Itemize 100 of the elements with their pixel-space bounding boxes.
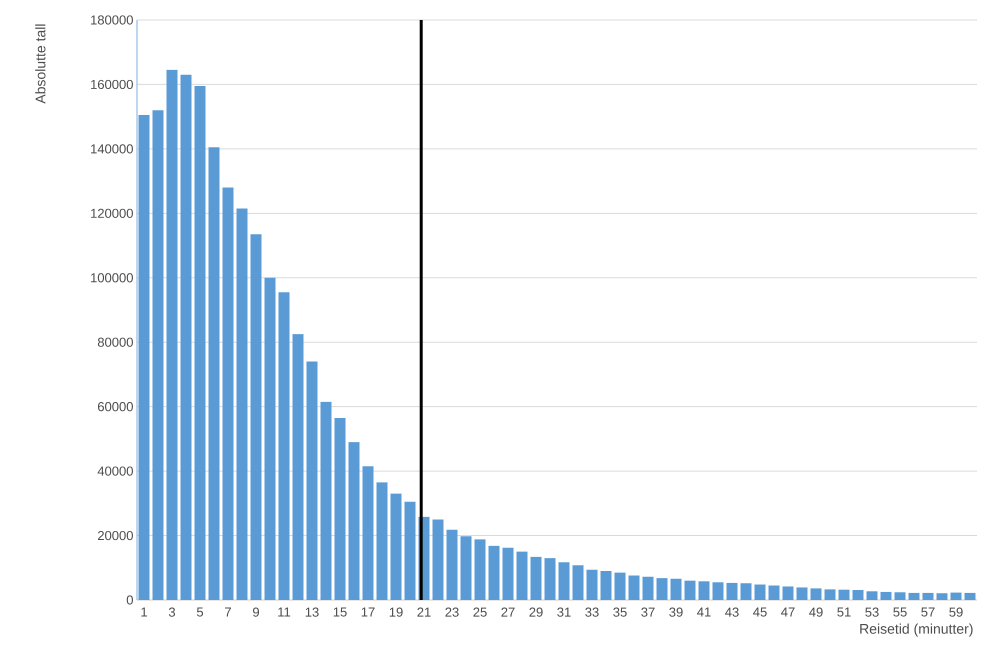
bar xyxy=(208,147,220,600)
x-tick-label: 13 xyxy=(306,608,319,617)
bar xyxy=(614,572,626,600)
bar xyxy=(222,188,234,600)
y-tick-label: 120000 xyxy=(91,208,133,218)
x-tick-label: 27 xyxy=(501,608,515,617)
bar xyxy=(670,578,682,600)
x-tick-label: 41 xyxy=(697,608,711,616)
x-tick-label: 7 xyxy=(225,608,231,616)
bar xyxy=(684,580,696,600)
bar xyxy=(586,570,598,600)
x-tick-label: 57 xyxy=(921,608,935,617)
x-tick-label: 43 xyxy=(725,608,739,617)
bar xyxy=(796,587,808,600)
y-tick-label: 20000 xyxy=(98,530,133,540)
y-tick-label: 0 xyxy=(126,595,133,605)
bar xyxy=(880,592,892,600)
bar xyxy=(656,578,668,600)
bar xyxy=(838,590,850,600)
bar xyxy=(446,530,458,600)
bar xyxy=(712,582,724,600)
bar xyxy=(278,292,290,600)
x-tick-label: 33 xyxy=(585,608,599,617)
bar xyxy=(936,593,948,600)
bar xyxy=(698,581,710,600)
bar xyxy=(894,592,906,600)
bar xyxy=(502,548,514,600)
x-tick-label: 47 xyxy=(781,608,795,616)
x-tick-label: 45 xyxy=(753,608,767,617)
bar xyxy=(432,519,444,600)
y-tick-label: 80000 xyxy=(98,338,133,347)
bar xyxy=(628,576,640,600)
bar xyxy=(334,418,346,600)
bar xyxy=(810,588,822,600)
bar xyxy=(544,558,556,600)
bar xyxy=(348,442,360,600)
y-tick-label: 140000 xyxy=(91,144,133,154)
bar xyxy=(180,74,192,600)
bar xyxy=(320,402,332,600)
x-tick-label: 1 xyxy=(141,608,147,616)
bar xyxy=(152,110,164,600)
bar xyxy=(292,334,304,600)
bar xyxy=(768,586,780,600)
x-tick-label: 11 xyxy=(278,608,290,616)
x-tick-label: 19 xyxy=(390,608,403,617)
bar xyxy=(866,591,878,600)
bar xyxy=(264,278,276,600)
x-tick-label: 59 xyxy=(949,608,963,617)
bar xyxy=(852,590,864,600)
bar xyxy=(642,576,654,600)
bar xyxy=(376,482,388,600)
x-tick-label: 29 xyxy=(529,608,543,617)
bar xyxy=(950,592,962,600)
x-tick-label: 51 xyxy=(837,608,851,617)
x-tick-label: 17 xyxy=(362,608,375,616)
bar xyxy=(474,539,486,600)
bar xyxy=(404,502,416,600)
bar xyxy=(306,362,318,600)
bar xyxy=(964,592,976,600)
bar xyxy=(390,494,402,600)
bar xyxy=(166,70,178,600)
x-tick-label: 25 xyxy=(473,608,487,617)
bar xyxy=(460,536,472,600)
x-tick-label: 53 xyxy=(865,608,879,617)
x-tick-label: 37 xyxy=(641,608,655,617)
bar xyxy=(516,552,528,600)
x-tick-label: 35 xyxy=(613,608,627,617)
bar xyxy=(754,584,766,600)
bar xyxy=(922,592,934,600)
bar xyxy=(782,586,794,600)
y-tick-label: 180000 xyxy=(91,15,133,25)
y-tick-label: 160000 xyxy=(91,80,133,90)
x-tick-label: 55 xyxy=(893,608,907,617)
x-tick-label: 21 xyxy=(417,608,431,617)
bar xyxy=(138,115,150,600)
y-tick-label: 100000 xyxy=(91,273,133,282)
bar xyxy=(824,589,836,600)
x-tick-label: 23 xyxy=(445,608,459,617)
bar xyxy=(600,570,612,600)
bar xyxy=(194,86,206,600)
x-tick-label: 15 xyxy=(334,608,347,617)
x-tick-label: 9 xyxy=(253,608,260,617)
x-tick-label: 49 xyxy=(809,608,823,617)
x-axis-title: Reisetid (minutter) xyxy=(860,624,973,637)
bar xyxy=(558,562,570,600)
bar xyxy=(362,466,374,600)
bar xyxy=(572,565,584,600)
bar xyxy=(726,582,738,600)
bar xyxy=(740,583,752,600)
bar xyxy=(530,556,542,600)
x-tick-label: 39 xyxy=(669,608,683,617)
y-tick-label: 40000 xyxy=(98,466,133,476)
y-axis-title: Absolutte tall xyxy=(35,24,46,104)
bar xyxy=(250,234,262,600)
bar xyxy=(236,208,248,600)
y-tick-label: 60000 xyxy=(98,402,133,412)
x-tick-label: 5 xyxy=(196,608,204,617)
x-tick-label: 31 xyxy=(557,608,571,617)
bar xyxy=(488,546,500,600)
x-tick-label: 3 xyxy=(168,608,176,617)
